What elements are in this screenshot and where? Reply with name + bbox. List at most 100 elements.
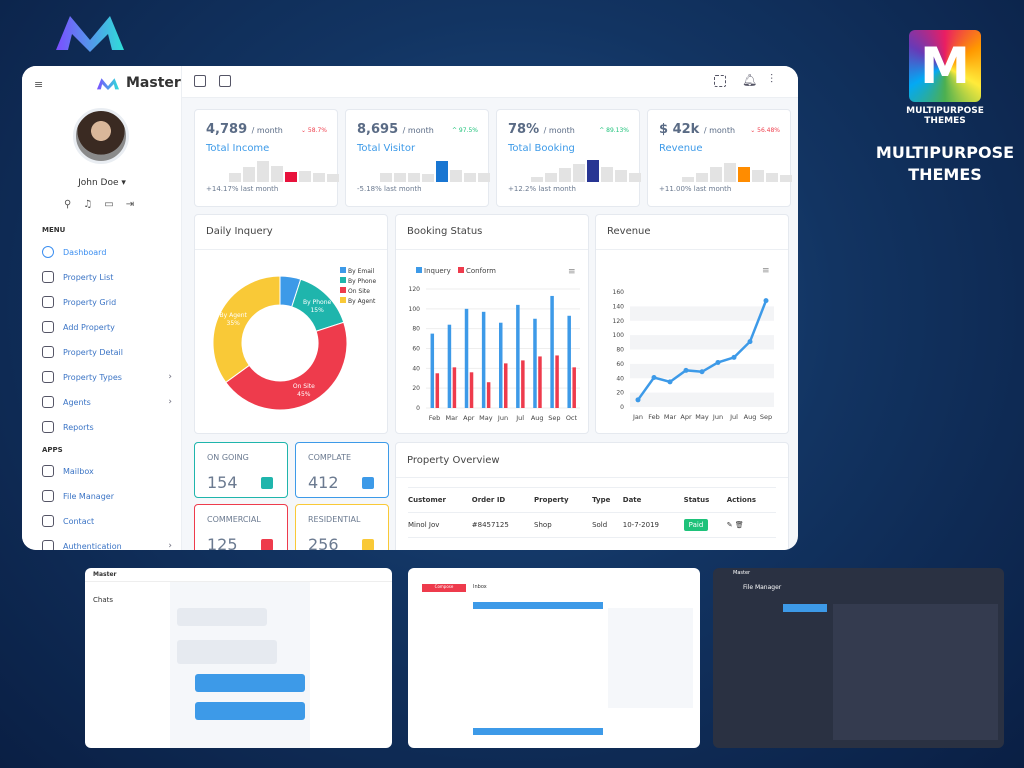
chat-app-thumbnail[interactable]: Master Chats [85,568,392,748]
stat-value: 8,695 / month [357,122,434,137]
sidebar-item-label: Property Types [63,372,122,382]
chevron-right-icon: › [168,372,172,382]
stat-footer: +11.00% last month [659,185,732,193]
slice-label: By Phone 15% [303,299,331,314]
thumb-title: Chats [93,596,114,604]
sparkline-bar [545,173,557,182]
daily-inquery-card: Daily Inquery By Phone 15% On Site 45% By Ag… [194,214,388,434]
sidebar-item-property-detail[interactable]: Property Detail [42,343,172,361]
x-tick-label: May [695,413,709,421]
status-badge: Paid [683,519,709,531]
legend-label: Inquery [424,267,451,275]
app-name: Master [126,75,181,91]
sidebar-item-mailbox[interactable]: Mailbox [42,462,172,480]
y-tick-label: 20 [412,385,420,392]
sparkline-bar [478,173,490,182]
sparkline-bar [229,173,241,182]
avatar[interactable] [73,108,129,164]
y-tick-label: 0 [620,404,624,411]
file-icon [42,346,54,358]
chart-title: Booking Status [407,226,483,237]
calendar-icon[interactable] [194,75,206,87]
bar [516,304,520,408]
x-tick-label: Jul [729,413,738,421]
sidebar-item-authentication[interactable]: Authentication › [42,537,172,550]
sidebar-item-agents[interactable]: Agents › [42,393,172,411]
summary-value: 154 [207,473,238,492]
column-header: Order ID [471,487,535,513]
sparkline-bar [271,165,283,182]
sidebar-item-file-manager[interactable]: File Manager [42,487,172,505]
file-manager-thumbnail[interactable]: Master File Manager [713,568,1004,748]
sidebar-item-property-list[interactable]: Property List [42,268,172,286]
dashboard-window: ≡ Master John Doe ▾ ⚲ ♫ ▭ ⇥ MENU Dashboard P… [22,66,798,550]
sidebar-item-add-property[interactable]: Add Property [42,318,172,336]
logout-icon[interactable]: ⇥ [125,199,135,210]
sidebar-item-reports[interactable]: Reports [42,418,172,436]
column-header: Property [534,487,593,513]
menu-icon: ≡ [568,267,576,277]
legend-label: By Agent [348,298,376,305]
sidebar-item-property-grid[interactable]: Property Grid [42,293,172,311]
data-point [763,298,769,304]
file-plus-icon [42,490,54,502]
x-tick-label: Feb [429,414,441,422]
chat-icon[interactable]: ▭ [104,199,114,210]
mail-icon [42,465,54,477]
bell-icon[interactable]: ♫ [83,199,93,210]
revenue-card: Revenue ≡ 0 20 40 60 80 100 120 140 160 Jan Feb Mar A… [595,214,789,434]
sparkline-bar [573,164,585,182]
cell-status: Paid [683,512,727,538]
search-icon[interactable]: ⚲ [64,199,72,210]
cell-customer: Minol Jov [408,512,472,538]
stat-change: ^ 97.5% [452,127,478,134]
users-icon [42,396,54,408]
data-point [699,369,705,375]
sparkline-bar [394,173,406,182]
stat-title: Total Income [206,143,270,154]
thumb-title: Inbox [473,584,487,590]
fullscreen-icon[interactable] [714,75,726,87]
cell-property: Shop [534,512,593,538]
y-tick-label: 60 [616,361,624,368]
sidebar-item-contact[interactable]: Contact [42,512,172,530]
sidebar: ≡ Master John Doe ▾ ⚲ ♫ ▭ ⇥ MENU Dashboard P… [22,66,182,550]
summary-label: COMMERCIAL [207,515,261,524]
star-icon[interactable] [219,75,231,87]
bar [538,356,542,408]
notification-icon[interactable]: 🔔︎ [742,73,758,87]
y-tick-label: 40 [412,365,420,372]
settings-sliders-icon[interactable]: ⫶ [770,72,774,86]
hamburger-icon[interactable]: ≡ [34,78,44,91]
stat-value: 78% / month [508,122,575,137]
booking-status-card: Booking Status Inquery Conform ≡ 0 20 40 60 80 1… [395,214,589,434]
line-chart: ≡ 0 20 40 60 80 100 120 140 160 Jan Feb Mar Apr May Jun… [613,266,774,421]
sparkline-bar [422,174,434,182]
sidebar-item-property-types[interactable]: Property Types › [42,368,172,386]
inbox-app-thumbnail[interactable]: Compose Inbox [408,568,700,748]
thumb-header: Master [85,568,392,582]
y-tick-label: 40 [616,375,624,382]
sidebar-item-dashboard[interactable]: Dashboard [42,243,172,261]
grid-icon [42,296,54,308]
edit-icon[interactable]: ✎ [726,521,733,529]
x-tick-label: Jun [497,414,508,422]
chevron-right-icon: › [168,541,172,550]
summary-card: COMPLATE 412 [295,442,389,498]
stat-footer: -5.18% last month [357,185,422,193]
sidebar-item-label: Reports [63,422,94,432]
user-menu[interactable]: John Doe ▾ [78,178,126,188]
cell-order: #8457125 [471,512,535,538]
sidebar-item-label: Authentication [63,541,122,551]
data-point [683,367,689,373]
summary-value: 412 [308,473,339,492]
x-tick-label: Apr [680,413,692,421]
data-point [747,339,753,345]
y-tick-label: 100 [613,332,625,339]
pie-chart-icon [42,421,54,433]
sidebar-item-label: Agents [63,397,91,407]
bar [521,360,525,408]
compose-button[interactable]: Compose [422,584,466,592]
trash-icon[interactable]: 🗑︎ [734,521,744,529]
stat-footer: +14.17% last month [206,185,279,193]
